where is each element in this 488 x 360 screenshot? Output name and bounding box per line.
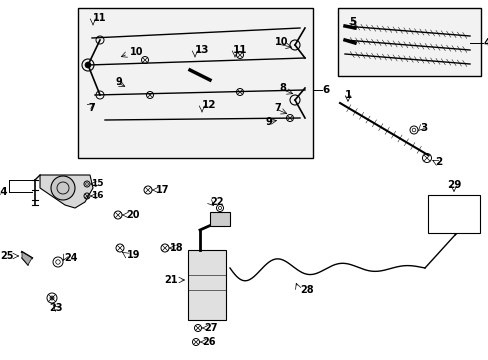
Bar (427, 195, 479, 233)
Text: 11: 11 (232, 45, 247, 55)
Bar (209, 212, 229, 226)
Text: 11: 11 (93, 13, 106, 23)
Text: 25: 25 (0, 251, 14, 261)
Text: 7: 7 (273, 103, 280, 113)
Polygon shape (40, 175, 93, 208)
Text: 16: 16 (91, 192, 103, 201)
Circle shape (85, 62, 91, 68)
Text: 23: 23 (49, 303, 62, 313)
Bar (337, 8, 480, 76)
Text: 27: 27 (203, 323, 217, 333)
Text: 9: 9 (115, 77, 122, 87)
Text: 24: 24 (64, 253, 77, 263)
Text: 18: 18 (170, 243, 183, 253)
Text: 20: 20 (126, 210, 139, 220)
Text: 13: 13 (195, 45, 209, 55)
Polygon shape (22, 252, 32, 265)
Text: 28: 28 (299, 285, 313, 295)
Text: 4: 4 (483, 38, 488, 48)
Text: 5: 5 (348, 17, 356, 27)
Text: 1: 1 (344, 90, 351, 100)
Text: 10: 10 (130, 47, 143, 57)
Text: 17: 17 (156, 185, 169, 195)
Text: 12: 12 (202, 100, 216, 110)
Text: 8: 8 (279, 83, 285, 93)
Text: 22: 22 (209, 197, 223, 207)
Text: 6: 6 (321, 85, 328, 95)
Text: 26: 26 (202, 337, 215, 347)
Text: 19: 19 (127, 250, 140, 260)
Circle shape (50, 296, 54, 300)
Text: 3: 3 (419, 123, 427, 133)
Text: 9: 9 (264, 117, 271, 127)
Text: 14: 14 (0, 187, 8, 197)
Text: 15: 15 (91, 180, 103, 189)
Text: 29: 29 (446, 180, 460, 190)
Circle shape (51, 176, 75, 200)
Bar (78, 8, 312, 158)
Text: 7: 7 (88, 103, 95, 113)
Bar (187, 250, 225, 320)
Text: 10: 10 (274, 37, 288, 47)
Text: 2: 2 (434, 157, 441, 167)
Text: 21: 21 (164, 275, 178, 285)
